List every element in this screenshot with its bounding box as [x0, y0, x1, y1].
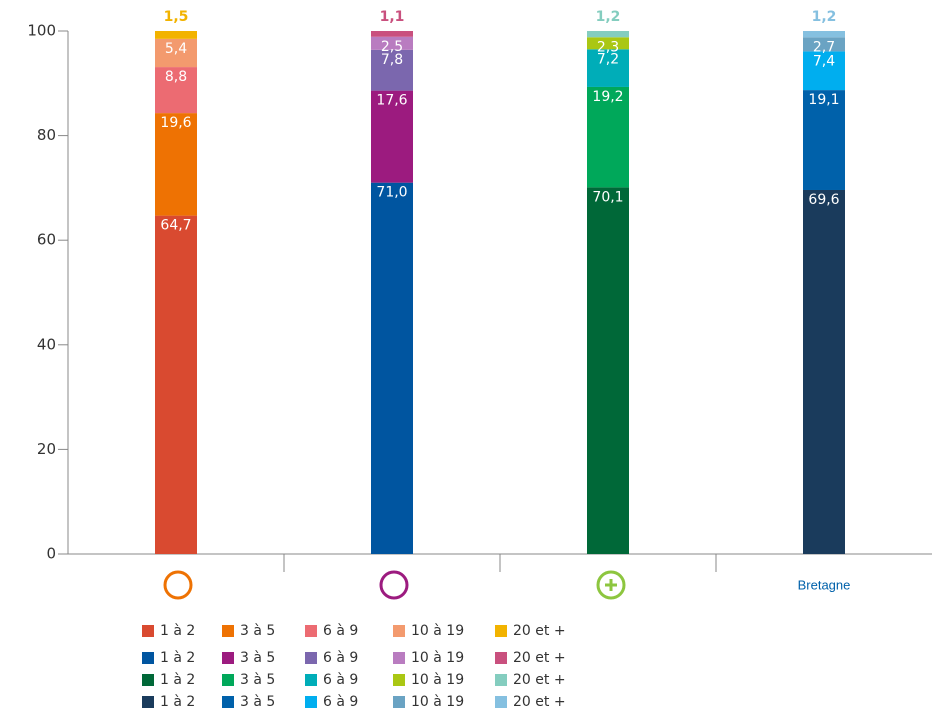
value-label: 71,0 — [376, 185, 407, 201]
legend-label: 1 à 2 — [160, 672, 195, 688]
bar-segment — [155, 38, 197, 68]
legend-label: 10 à 19 — [411, 650, 464, 666]
bar-segment — [803, 37, 845, 52]
icon — [596, 570, 626, 600]
value-label: 7,2 — [597, 51, 619, 67]
bar-segment — [803, 90, 845, 190]
legend-swatch — [305, 674, 317, 686]
bar-segment — [803, 189, 845, 554]
legend-swatch — [142, 674, 154, 686]
bar-segment — [155, 67, 197, 114]
bar-segment — [587, 37, 629, 50]
y-tick-label: 60 — [37, 231, 56, 249]
legend-swatch — [495, 652, 507, 664]
legend-swatch — [393, 674, 405, 686]
legend-label: 1 à 2 — [160, 694, 195, 709]
value-label: 69,6 — [808, 192, 839, 208]
y-tick-label: 100 — [27, 22, 56, 40]
value-label: 1,2 — [596, 9, 621, 25]
value-label: 1,1 — [380, 9, 405, 25]
legend-label: 6 à 9 — [323, 623, 358, 639]
bar-segment — [587, 187, 629, 554]
legend-swatch — [393, 625, 405, 637]
legend-swatch — [305, 696, 317, 708]
value-label: 17,6 — [376, 93, 407, 109]
legend-swatch — [495, 696, 507, 708]
bar-segment — [155, 215, 197, 554]
legend-label: 1 à 2 — [160, 650, 195, 666]
legend-label: 20 et + — [513, 672, 566, 688]
legend-label: 20 et + — [513, 623, 566, 639]
value-label: 2,3 — [597, 39, 619, 55]
y-tick-label: 20 — [37, 440, 56, 458]
bar-segment — [803, 51, 845, 91]
icon — [379, 570, 409, 600]
legend-swatch — [142, 625, 154, 637]
legend-label: 3 à 5 — [240, 650, 275, 666]
legend-swatch — [222, 674, 234, 686]
y-tick-label: 80 — [37, 126, 56, 144]
value-label: 2,7 — [813, 39, 835, 55]
legend-swatch — [222, 625, 234, 637]
bar-segment — [371, 49, 413, 91]
value-label: 1,2 — [812, 9, 837, 25]
bar-segment — [587, 86, 629, 188]
legend-label: 3 à 5 — [240, 623, 275, 639]
legend-swatch — [393, 696, 405, 708]
legend-label: 20 et + — [513, 650, 566, 666]
legend-label: 6 à 9 — [323, 650, 358, 666]
bar-segment — [155, 113, 197, 216]
bar-segment — [587, 49, 629, 87]
x-tick-label: Bretagne — [798, 577, 851, 592]
legend-swatch — [142, 696, 154, 708]
value-label: 5,4 — [165, 41, 187, 57]
legend-swatch — [222, 652, 234, 664]
legend-swatch — [495, 625, 507, 637]
legend-label: 10 à 19 — [411, 623, 464, 639]
value-label: 1,5 — [164, 9, 189, 25]
bar-segment — [371, 182, 413, 555]
value-label: 19,2 — [592, 89, 623, 105]
bar-segment — [371, 90, 413, 183]
legend-label: 6 à 9 — [323, 694, 358, 709]
y-tick-label: 40 — [37, 335, 56, 353]
bar-segment — [371, 31, 413, 37]
legend-swatch — [142, 652, 154, 664]
value-label: 8,8 — [165, 69, 187, 85]
bar-segment — [587, 31, 629, 38]
bar-segment — [155, 31, 197, 39]
bar-segment — [803, 31, 845, 38]
value-label: 19,1 — [808, 92, 839, 108]
y-tick-label: 0 — [46, 545, 56, 563]
legend-label: 3 à 5 — [240, 694, 275, 709]
legend-label: 1 à 2 — [160, 623, 195, 639]
legend-swatch — [222, 696, 234, 708]
value-label: 70,1 — [592, 189, 623, 205]
legend-swatch — [305, 625, 317, 637]
icon — [605, 579, 617, 591]
icon — [163, 570, 193, 600]
value-label: 7,8 — [381, 52, 403, 68]
value-label: 64,7 — [160, 218, 191, 234]
legend-label: 20 et + — [513, 694, 566, 709]
value-label: 19,6 — [160, 115, 191, 131]
legend-swatch — [305, 652, 317, 664]
legend-label: 10 à 19 — [411, 672, 464, 688]
legend-swatch — [393, 652, 405, 664]
legend-label: 6 à 9 — [323, 672, 358, 688]
bar-segment — [371, 36, 413, 50]
category-icons — [163, 570, 626, 600]
value-label: 2,5 — [381, 39, 403, 55]
legend-label: 3 à 5 — [240, 672, 275, 688]
legend-swatch — [495, 674, 507, 686]
legend-label: 10 à 19 — [411, 694, 464, 709]
value-label: 7,4 — [813, 53, 835, 69]
